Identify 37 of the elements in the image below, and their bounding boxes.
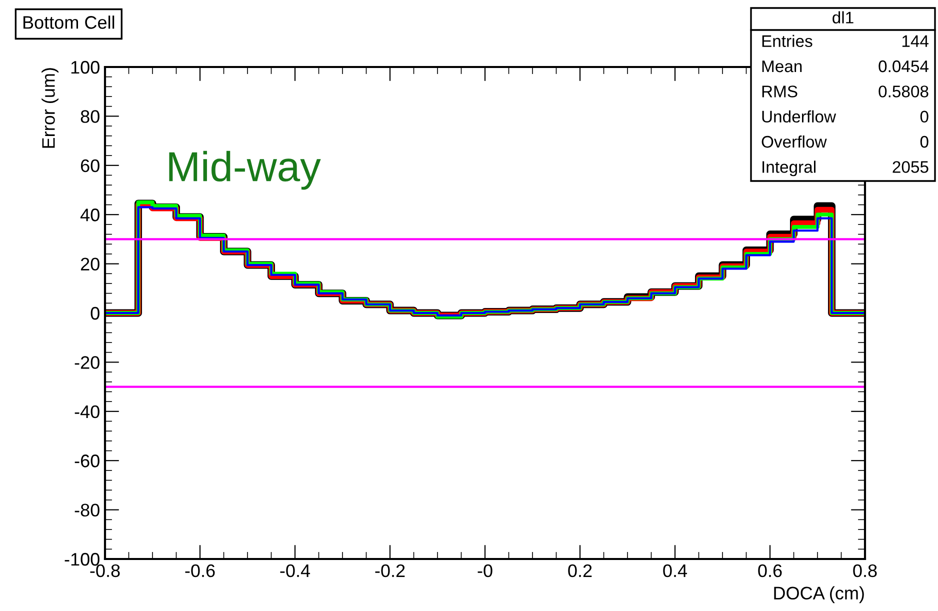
y-tick-label: 20 (80, 258, 100, 271)
x-tick-label: 0.6 (758, 564, 782, 578)
y-tick-label: 80 (80, 110, 100, 123)
y-tick-label: -60 (74, 454, 100, 468)
x-tick-label: 0.8 (853, 564, 877, 578)
text: 0 (920, 110, 928, 123)
annotation: Overflow (762, 135, 827, 148)
x-tick-label: 0.4 (663, 564, 688, 578)
y-tick-label: 0 (90, 306, 100, 320)
chart-title: Bottom Cell (23, 16, 114, 29)
x-tick-label: -0.6 (185, 564, 215, 578)
text: dl1 (832, 11, 854, 24)
text: 144 (902, 35, 929, 47)
text: 0.0454 (878, 60, 929, 72)
y-tick-label: 100 (71, 60, 100, 74)
y-tick-label: 60 (80, 159, 100, 172)
text: 0 (920, 136, 928, 148)
x-tick-label: -0.2 (375, 564, 405, 578)
annotation: Integral (762, 160, 816, 176)
annotation: RMS (762, 86, 798, 98)
annotation: Underflow (762, 110, 836, 123)
x-tick-label: -0 (478, 564, 492, 578)
y-tick-label: -100 (64, 552, 100, 566)
y-axis-title: Error (um) (42, 68, 58, 148)
y-tick-label: -20 (74, 356, 100, 369)
x-tick-label: -0.8 (90, 564, 120, 578)
text: 0.5808 (878, 86, 928, 98)
annotation: Mid-way (169, 150, 321, 190)
x-tick-label: -0.4 (280, 564, 310, 578)
y-tick-label: 40 (80, 208, 100, 222)
x-tick-label: 0.2 (568, 564, 592, 578)
text: Entries (762, 34, 812, 48)
x-axis-title: DOCA (cm) (774, 586, 864, 604)
y-tick-label: -80 (74, 504, 100, 517)
annotation: Mean (762, 60, 802, 72)
y-tick-label: -40 (74, 405, 100, 418)
text: 2055 (892, 161, 928, 173)
